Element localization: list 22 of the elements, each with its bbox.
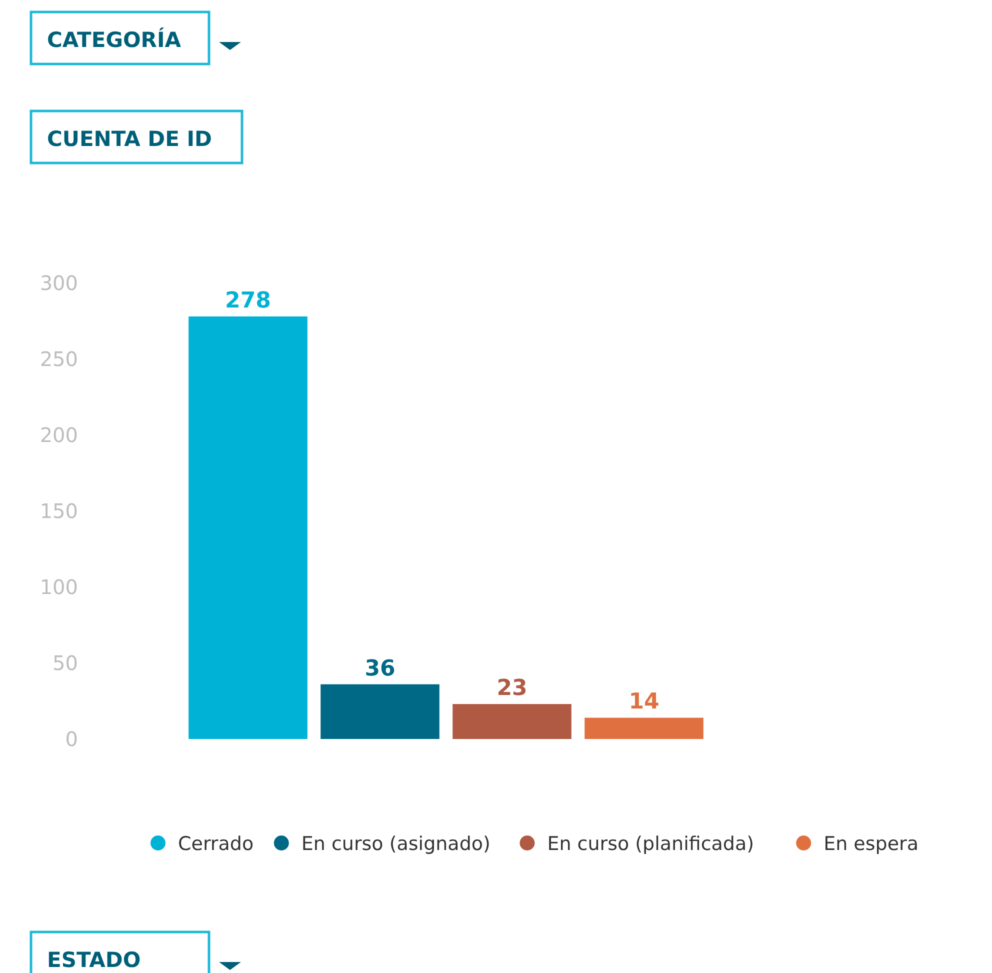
y-tick-label: 0 bbox=[65, 727, 78, 751]
bar bbox=[320, 684, 440, 739]
y-tick-label: 150 bbox=[40, 499, 78, 523]
bar bbox=[452, 704, 572, 739]
legend-label: En espera bbox=[824, 833, 918, 855]
y-tick-label: 50 bbox=[52, 651, 78, 675]
y-tick-label: 100 bbox=[40, 575, 78, 599]
y-tick-label: 250 bbox=[40, 347, 78, 371]
data-label: 14 bbox=[628, 690, 660, 715]
y-tick-label: 300 bbox=[40, 271, 78, 295]
bar bbox=[188, 316, 308, 739]
bar bbox=[584, 718, 704, 739]
legend-label: En curso (planificada) bbox=[547, 833, 754, 855]
data-label: 23 bbox=[496, 676, 528, 702]
chart-title: CUENTA DE ID bbox=[47, 127, 212, 151]
y-tick-label: 200 bbox=[40, 423, 78, 447]
data-label: 278 bbox=[225, 288, 271, 314]
data-label: 36 bbox=[364, 656, 396, 682]
legend-label: En curso (asignado) bbox=[301, 833, 490, 855]
text: ESTADO bbox=[47, 948, 141, 972]
legend-label: Cerrado bbox=[178, 833, 254, 855]
text: CATEGORÍA bbox=[47, 27, 182, 52]
